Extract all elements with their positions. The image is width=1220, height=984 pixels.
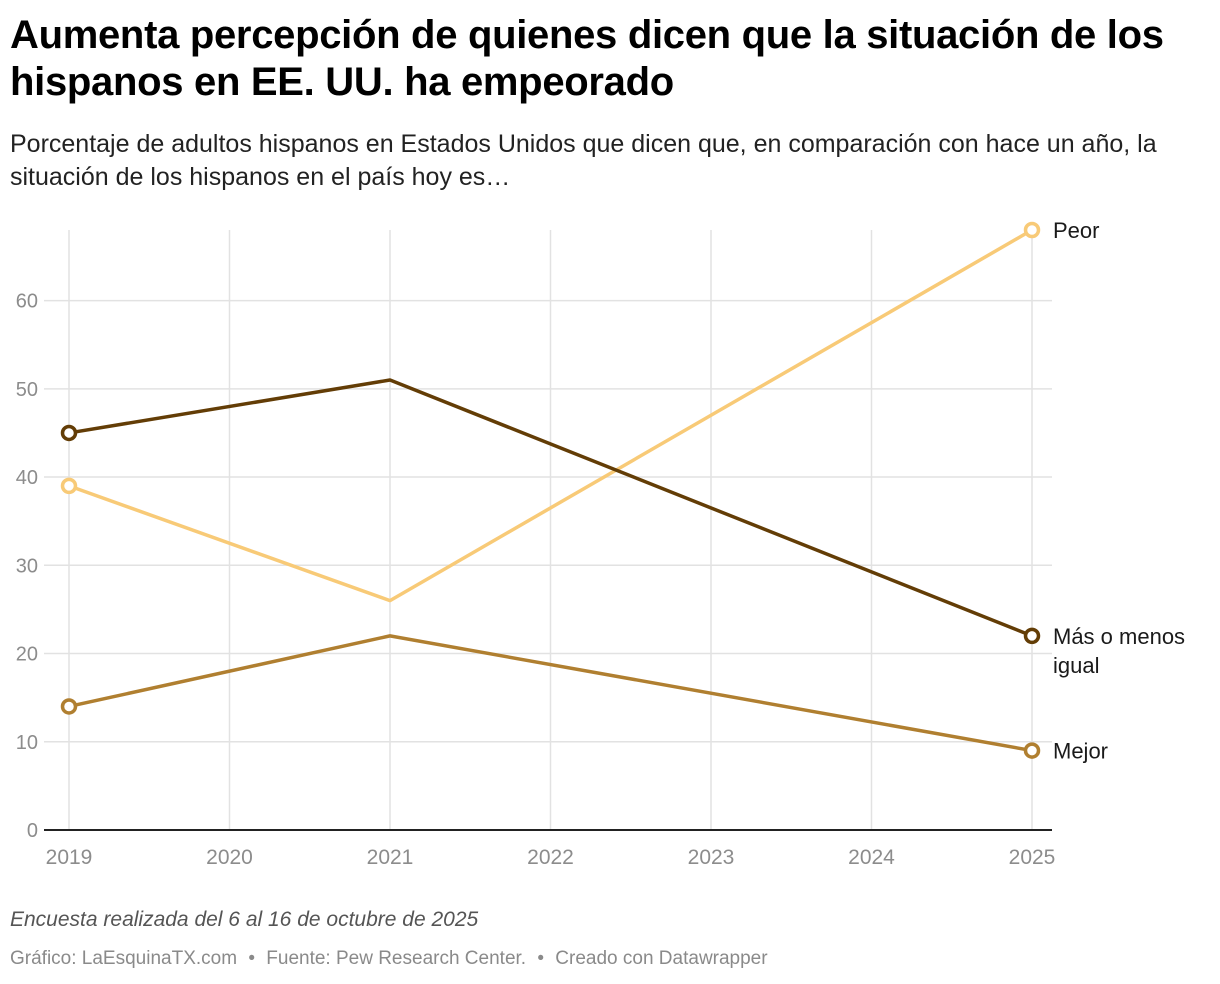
series-line-peor [68, 228, 1033, 603]
y-tick-label: 40 [16, 467, 38, 489]
x-tick-label: 2022 [527, 846, 574, 869]
x-tick-label: 2023 [688, 846, 735, 869]
series-line-igual [68, 378, 1033, 638]
y-tick-label: 20 [16, 644, 38, 666]
x-tick-label: 2024 [848, 846, 895, 869]
line-chart: 0 10 20 30 40 50 60 2019 2020 2021 2022 2023 2024 202… [16, 218, 1185, 869]
series-label: igual [1053, 653, 1099, 678]
series-label: Mejor [1053, 739, 1108, 764]
x-tick-label: 2021 [367, 846, 414, 869]
x-tick-label: 2020 [206, 846, 253, 869]
chart-title: Aumenta percepción de quienes dicen que … [10, 13, 1164, 104]
x-tick-label: 2019 [46, 846, 93, 869]
footer-tool: Creado con Datawrapper [555, 948, 768, 969]
y-tick-label: 60 [16, 291, 38, 313]
series-label: Más o menos [1053, 624, 1185, 649]
footer-separator: • [537, 948, 545, 969]
data-point-igual [1023, 627, 1041, 645]
y-tick-label: 50 [16, 379, 38, 401]
data-point-igual [60, 424, 78, 442]
y-tick-label: 0 [27, 820, 38, 842]
footer-separator: • [248, 948, 255, 969]
y-tick-label: 10 [16, 732, 38, 754]
survey-note: Encuesta realizada del 6 al 16 de octubr… [10, 908, 479, 931]
data-point-mejor [60, 698, 78, 715]
data-point-mejor [1023, 742, 1041, 759]
series-line-mejor [68, 634, 1033, 753]
data-point-peor [60, 477, 78, 495]
series-label: Peor [1053, 218, 1099, 243]
footer-credits: Gráfico: LaEsquinaTX.com • Fuente: Pew R… [10, 948, 768, 970]
chart-subtitle: Porcentaje de adultos hispanos en Estado… [10, 130, 1157, 191]
y-tick-label: 30 [16, 555, 38, 577]
footer-credit: Gráfico: LaEsquinaTX.com [10, 948, 238, 969]
data-point-peor [1023, 221, 1041, 239]
footer-source: Fuente: Pew Research Center. [266, 948, 527, 969]
x-tick-label: 2025 [1009, 846, 1056, 869]
